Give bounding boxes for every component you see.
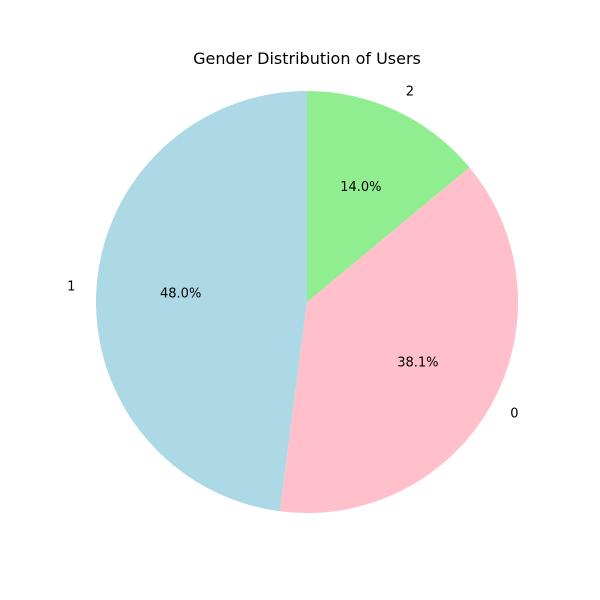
chart-title: Gender Distribution of Users [193,49,421,68]
pie-percent-label: 38.1% [397,356,438,371]
pie-category-label: 2 [406,84,414,99]
pie-slice-1 [96,91,307,512]
pie-slices [96,91,519,513]
pie-category-label: 1 [67,280,75,295]
pie-percent-label: 48.0% [160,286,201,301]
pie-slice-2 [307,91,470,302]
pie-category-label: 0 [510,407,518,422]
pie-percent-label: 14.0% [340,180,381,195]
pie-labels: 48.0% 1 38.1% 0 14.0% 2 [67,84,518,421]
pie-slice-0 [279,167,519,513]
